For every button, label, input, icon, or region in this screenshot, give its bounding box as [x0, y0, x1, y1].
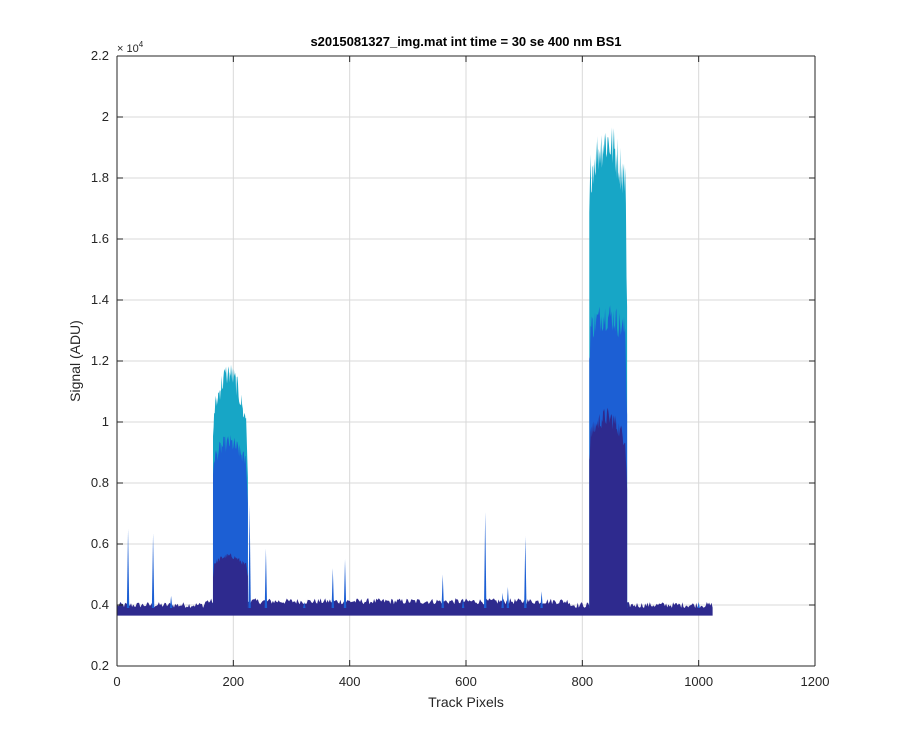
y-multiplier-base: × 10	[117, 43, 139, 55]
y-axis-label: Signal (ADU)	[67, 320, 83, 402]
y-tick-label: 1.8	[91, 170, 109, 185]
x-tick-label: 0	[113, 674, 120, 689]
x-tick-label: 400	[339, 674, 361, 689]
signal-spike	[461, 598, 465, 609]
signal-spike	[501, 592, 504, 609]
y-multiplier-label: × 104	[117, 40, 144, 55]
y-tick-label: 1	[102, 414, 109, 429]
y-multiplier-exponent: 4	[139, 40, 144, 49]
y-tick-label: 1.4	[91, 292, 109, 307]
y-tick-label: 2	[102, 109, 109, 124]
signal-spike	[343, 559, 347, 609]
signal-spike	[331, 568, 334, 609]
signal-spike	[524, 536, 527, 609]
y-tick-label: 0.4	[91, 597, 109, 612]
peak-series-area	[589, 407, 628, 609]
signal-spike	[483, 511, 487, 609]
tick-labels: 0 200 400 600 800 1000 1200 0.2 0.4 0.6 0.8 1 1.2 1.4…	[91, 48, 830, 689]
signal-spike	[264, 548, 268, 609]
y-tick-label: 0.2	[91, 658, 109, 673]
y-tick-label: 1.6	[91, 231, 109, 246]
signal-spike	[126, 528, 130, 609]
chart-title: s2015081327_img.mat int time = 30 se 400…	[310, 34, 621, 49]
signal-spike	[248, 504, 251, 609]
data-area	[117, 127, 713, 616]
y-tick-label: 0.6	[91, 536, 109, 551]
signal-spike	[697, 601, 700, 609]
signal-spike	[303, 601, 306, 609]
y-tick-label: 2.2	[91, 48, 109, 63]
axes	[116, 55, 816, 667]
x-tick-label: 800	[571, 674, 593, 689]
y-tick-label: 1.2	[91, 353, 109, 368]
x-tick-label: 1000	[684, 674, 713, 689]
signal-spike	[540, 591, 543, 609]
signal-spike	[169, 595, 173, 609]
signal-spike	[441, 574, 444, 609]
peak-series-area	[212, 553, 248, 609]
signal-spike	[506, 586, 510, 609]
x-tick-label: 1200	[801, 674, 830, 689]
x-tick-label: 200	[222, 674, 244, 689]
x-axis-label: Track Pixels	[428, 694, 504, 710]
signal-spike	[151, 533, 155, 609]
x-tick-label: 600	[455, 674, 477, 689]
y-tick-label: 0.8	[91, 475, 109, 490]
